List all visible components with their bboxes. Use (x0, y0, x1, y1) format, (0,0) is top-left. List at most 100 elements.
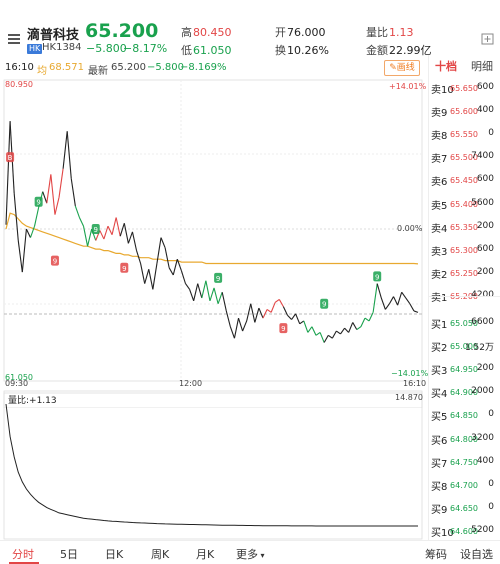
price-line-segment (70, 178, 76, 207)
draw-line-button[interactable]: ✎画线 (384, 60, 420, 76)
book-qty: 6600 (471, 317, 494, 327)
price-line-segment (25, 228, 31, 238)
price-line-segment (229, 326, 235, 339)
bid-row[interactable]: 买1 65.050 6600 (429, 312, 500, 335)
tab-weekly-k[interactable]: 周K (151, 548, 170, 561)
tab-ten-levels[interactable]: 十档 (435, 60, 457, 73)
volume-ratio-border (3, 390, 423, 540)
ask-row[interactable]: 卖10 65.650 600 (429, 77, 500, 100)
price-line-segment (242, 320, 248, 332)
price-chart-svg: B 9 9 9 9 9 9 9 9 (3, 79, 423, 409)
bid-row[interactable]: 买9 64.650 0 (429, 497, 500, 520)
book-level: 卖7 (431, 154, 448, 166)
price-line-segment (87, 228, 93, 247)
price-line-segment (356, 326, 362, 331)
book-price: 64.800 (450, 434, 478, 444)
price-line-segment (221, 292, 227, 312)
order-book: 十档 明细 卖10 65.650 600 卖9 65.600 400 卖8 65.550 0 卖7… (428, 55, 500, 540)
ask-row[interactable]: 卖5 65.400 5600 (429, 193, 500, 216)
book-level: 买8 (431, 481, 448, 493)
bid-row[interactable]: 买3 64.950 200 (429, 358, 500, 381)
pencil-icon: ✎ (389, 63, 397, 73)
price-line-segment (315, 332, 321, 336)
price-line-segment (336, 330, 341, 335)
price-line-segment (372, 283, 378, 313)
price-line-segment (368, 312, 374, 322)
price-line-segment (201, 280, 207, 299)
price-line-segment (78, 217, 85, 227)
book-qty: 3200 (471, 432, 494, 443)
x-start-label: 09:30 (5, 379, 29, 388)
volume-ratio-label: 量比:+1.13 (8, 396, 57, 406)
signal-marker: 9 (279, 323, 288, 334)
stock-code: HK1384 (42, 42, 82, 53)
latest-label: 最新 (88, 66, 108, 77)
bid-row[interactable]: 买8 64.700 0 (429, 474, 500, 497)
y-top-label: 80.950 (5, 80, 33, 89)
intraday-chart[interactable]: B 9 9 9 9 9 9 9 9 80.950 61.050 +14.01% 0.00% −1… (0, 78, 428, 409)
price-line-segment (160, 237, 166, 248)
price-line-segment (266, 309, 272, 313)
bid-row[interactable]: 买4 64.900 2000 (429, 381, 500, 404)
signal-marker: 9 (214, 272, 223, 283)
ask-row[interactable]: 卖3 65.300 600 (429, 239, 500, 262)
ask-row[interactable]: 卖2 65.250 200 (429, 262, 500, 285)
price-line-segment (311, 326, 317, 336)
book-qty: 5600 (471, 197, 494, 208)
bid-row[interactable]: 买10 64.600 5200 (429, 520, 500, 543)
price-line-segment (74, 205, 80, 218)
price-line-segment (225, 310, 231, 327)
chips-button[interactable]: 筹码 (425, 548, 447, 561)
price-line-segment (103, 225, 109, 240)
bid-row[interactable]: 买2 65.000 1.52万 (429, 335, 500, 358)
price-line-segment (189, 289, 195, 302)
signal-marker: 9 (320, 298, 329, 309)
book-level: 买2 (431, 343, 448, 355)
svg-text:9: 9 (322, 301, 326, 309)
price-line-segment (29, 225, 36, 238)
menu-icon[interactable] (8, 34, 20, 44)
ask-row[interactable]: 卖7 65.500 7400 (429, 146, 500, 169)
price-line-segment (352, 322, 358, 330)
book-level: 卖10 (431, 85, 454, 96)
book-qty: 200 (476, 220, 494, 231)
bid-row[interactable]: 买5 64.850 0 (429, 404, 500, 427)
price-line-segment (185, 283, 191, 290)
pct-top-label: +14.01% (389, 82, 427, 91)
book-price: 65.500 (450, 153, 478, 163)
avg-value: 68.571 (49, 62, 84, 73)
bid-row[interactable]: 买6 64.800 3200 (429, 428, 500, 451)
tab-monthly-k[interactable]: 月K (196, 548, 215, 561)
svg-text:9: 9 (281, 325, 285, 333)
low-stat: 低61.050 (181, 44, 232, 57)
book-qty: 2000 (471, 386, 494, 397)
bid-row[interactable]: 买7 64.750 400 (429, 451, 500, 474)
book-level: 卖3 (431, 246, 448, 258)
svg-text:9: 9 (216, 275, 220, 283)
ask-row[interactable]: 卖9 65.600 400 (429, 100, 500, 123)
plus-square-icon[interactable] (481, 33, 495, 45)
book-qty: 200 (476, 266, 494, 277)
book-price: 64.650 (450, 503, 478, 513)
ask-row[interactable]: 卖4 65.350 200 (429, 216, 500, 239)
tab-intraday[interactable]: 分时 (12, 548, 34, 561)
book-level: 买5 (431, 412, 448, 424)
tab-5-day[interactable]: 5日 (60, 548, 78, 561)
open-stat: 开76.000 (275, 26, 326, 39)
book-price: 64.600 (450, 526, 478, 536)
ask-row[interactable]: 卖6 65.450 600 (429, 169, 500, 192)
ask-row[interactable]: 卖8 65.550 0 (429, 123, 500, 146)
amount-stat: 金额22.99亿 (366, 44, 432, 57)
book-level: 卖1 (431, 292, 448, 304)
book-qty: 600 (476, 174, 494, 185)
svg-text:9: 9 (36, 199, 40, 207)
price-line-segment (299, 320, 305, 325)
tab-more[interactable]: 更多 ▾ (236, 548, 265, 561)
price-line-segment (180, 270, 187, 284)
tab-detail[interactable]: 明细 (471, 60, 493, 73)
quote-header: 滴普科技 HK HK1384 65.200 −5.800 −8.17% 高80.… (0, 0, 500, 58)
price-line-segment (136, 250, 142, 264)
add-watchlist-button[interactable]: 设自选 (460, 548, 493, 561)
book-qty: 0 (488, 409, 494, 420)
tab-daily-k[interactable]: 日K (105, 548, 124, 561)
